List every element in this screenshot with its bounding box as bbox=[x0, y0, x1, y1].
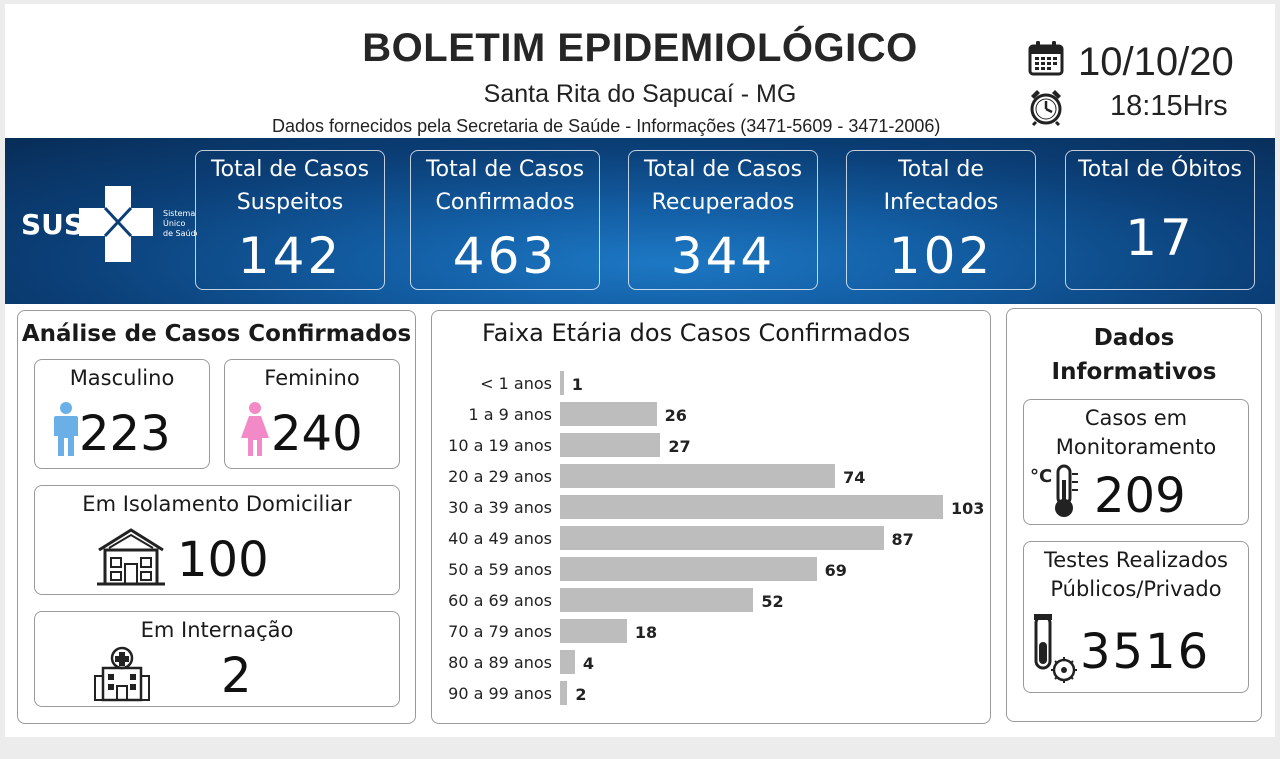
hospital-label: Em Internação bbox=[140, 618, 294, 642]
age-bar bbox=[560, 650, 575, 674]
page-title: BOLETIM EPIDEMIOLÓGICO bbox=[362, 26, 918, 70]
hospital-icon bbox=[94, 646, 150, 702]
monitoring-label-1: Casos em bbox=[1084, 406, 1188, 430]
isolation-card: Em Isolamento Domiciliar 100 bbox=[34, 485, 400, 595]
kpi-deaths-label-1: Total de Óbitos bbox=[1078, 157, 1242, 182]
kpi-confirmed-label-1: Total de Casos bbox=[425, 157, 585, 182]
sus-logo-text: SUS bbox=[21, 208, 84, 241]
city-subtitle: Santa Rita do Sapucaí - MG bbox=[483, 80, 797, 108]
age-tick-label: 60 a 69 anos bbox=[448, 591, 552, 610]
age-bar bbox=[560, 402, 657, 426]
kpi-banner: SUS Sistema Único de Saúde Total de Caso… bbox=[5, 138, 1275, 304]
info-title-2: Informativos bbox=[1051, 359, 1217, 385]
kpi-infected-label-1: Total de bbox=[898, 157, 984, 182]
female-value: 240 bbox=[271, 406, 363, 462]
age-bar-value: 4 bbox=[582, 654, 594, 673]
isolation-label: Em Isolamento Domiciliar bbox=[82, 492, 352, 516]
age-bar bbox=[560, 619, 627, 643]
age-tick-label: 90 a 99 anos bbox=[448, 684, 552, 703]
bulletin-time: 18:15Hrs bbox=[1110, 90, 1228, 122]
male-icon bbox=[54, 402, 78, 456]
age-bar bbox=[560, 557, 817, 581]
age-tick-label: 70 a 79 anos bbox=[448, 622, 552, 641]
age-bar-value: 1 bbox=[571, 375, 583, 394]
kpi-confirmed-value: 463 bbox=[452, 227, 558, 285]
age-tick-label: 40 a 49 anos bbox=[448, 529, 552, 548]
house-icon bbox=[97, 528, 165, 586]
age-bar-value: 52 bbox=[761, 592, 784, 611]
age-bar-value: 87 bbox=[891, 530, 914, 549]
kpi-suspected-label-2: Suspeitos bbox=[236, 190, 344, 215]
age-bar-value: 2 bbox=[575, 685, 587, 704]
tests-label-2: Públicos/Privado bbox=[1050, 577, 1222, 601]
age-bar bbox=[560, 433, 661, 457]
source-note: Dados fornecidos pela Secretaria de Saúd… bbox=[272, 116, 941, 136]
sus-logo-sub-3: de Saúde bbox=[163, 229, 197, 238]
male-label: Masculino bbox=[69, 366, 175, 390]
kpi-deaths: Total de Óbitos 17 bbox=[1065, 150, 1255, 290]
calendar-icon bbox=[1028, 41, 1064, 76]
age-bar bbox=[560, 526, 884, 550]
age-tick-label: < 1 anos bbox=[480, 374, 552, 393]
thermometer-icon: °C bbox=[1030, 464, 1078, 517]
age-tick-label: 80 a 89 anos bbox=[448, 653, 552, 672]
female-label: Feminino bbox=[264, 366, 360, 390]
age-chart-panel: Faixa Etária dos Casos Confirmados < 1 a… bbox=[431, 310, 991, 724]
male-value: 223 bbox=[79, 406, 171, 462]
female-icon bbox=[241, 402, 269, 456]
age-bar bbox=[560, 588, 754, 612]
sus-logo-sub-1: Sistema bbox=[163, 209, 195, 218]
age-bar-value: 69 bbox=[824, 561, 847, 580]
age-bar-value: 26 bbox=[664, 406, 687, 425]
age-bar bbox=[560, 681, 568, 705]
confirmed-analysis-title: Análise de Casos Confirmados bbox=[21, 321, 412, 347]
kpi-infected: Total de Infectados 102 bbox=[846, 150, 1036, 290]
age-bar bbox=[560, 464, 836, 488]
male-card: Masculino 223 bbox=[34, 359, 210, 469]
monitoring-value: 209 bbox=[1094, 468, 1186, 524]
info-title-1: Dados bbox=[1093, 325, 1175, 351]
age-bar-value: 103 bbox=[951, 499, 985, 518]
age-tick-label: 30 a 39 anos bbox=[448, 498, 552, 517]
tests-card: Testes Realizados Públicos/Privado 3516 bbox=[1023, 541, 1249, 693]
confirmed-analysis-panel: Análise de Casos Confirmados Masculino 2… bbox=[17, 310, 416, 724]
kpi-suspected-label-1: Total de Casos bbox=[210, 157, 370, 182]
kpi-suspected-value: 142 bbox=[237, 227, 343, 285]
kpi-suspected: Total de Casos Suspeitos 142 bbox=[195, 150, 385, 290]
tests-value: 3516 bbox=[1080, 624, 1211, 680]
sus-logo-sub-2: Único bbox=[163, 217, 186, 228]
kpi-recovered: Total de Casos Recuperados 344 bbox=[628, 150, 818, 290]
hospital-card: Em Internação 2 bbox=[34, 611, 400, 707]
kpi-recovered-label-2: Recuperados bbox=[651, 190, 795, 215]
kpi-deaths-value: 17 bbox=[1125, 209, 1195, 267]
age-chart-title: Faixa Etária dos Casos Confirmados bbox=[482, 319, 911, 347]
kpi-infected-value: 102 bbox=[888, 227, 994, 285]
monitoring-card: Casos em Monitoramento °C 209 bbox=[1023, 399, 1249, 525]
test-tube-virus-icon bbox=[1034, 614, 1077, 683]
kpi-infected-label-2: Infectados bbox=[883, 190, 999, 215]
kpi-recovered-value: 344 bbox=[670, 227, 776, 285]
info-panel: Dados Informativos Casos em Monitorament… bbox=[1006, 308, 1262, 722]
svg-text:°C: °C bbox=[1030, 466, 1052, 487]
age-bar-value: 27 bbox=[668, 437, 691, 456]
kpi-recovered-label-1: Total de Casos bbox=[643, 157, 803, 182]
kpi-confirmed-label-2: Confirmados bbox=[435, 190, 575, 215]
alarm-clock-icon bbox=[1030, 90, 1062, 126]
monitoring-label-2: Monitoramento bbox=[1055, 435, 1217, 459]
tests-label-1: Testes Realizados bbox=[1043, 548, 1228, 572]
sus-logo: SUS Sistema Único de Saúde bbox=[21, 186, 197, 262]
female-card: Feminino 240 bbox=[224, 359, 400, 469]
age-tick-label: 50 a 59 anos bbox=[448, 560, 552, 579]
age-bar-value: 74 bbox=[843, 468, 866, 487]
age-tick-label: 1 a 9 anos bbox=[468, 405, 553, 424]
age-bar bbox=[560, 371, 564, 395]
age-tick-label: 20 a 29 anos bbox=[448, 467, 552, 486]
age-bar-value: 18 bbox=[634, 623, 658, 642]
bulletin-date: 10/10/20 bbox=[1078, 40, 1234, 84]
age-bar bbox=[560, 495, 943, 519]
age-tick-label: 10 a 19 anos bbox=[448, 436, 552, 455]
kpi-confirmed: Total de Casos Confirmados 463 bbox=[410, 150, 600, 290]
hospital-value: 2 bbox=[221, 648, 252, 704]
isolation-value: 100 bbox=[177, 532, 269, 588]
